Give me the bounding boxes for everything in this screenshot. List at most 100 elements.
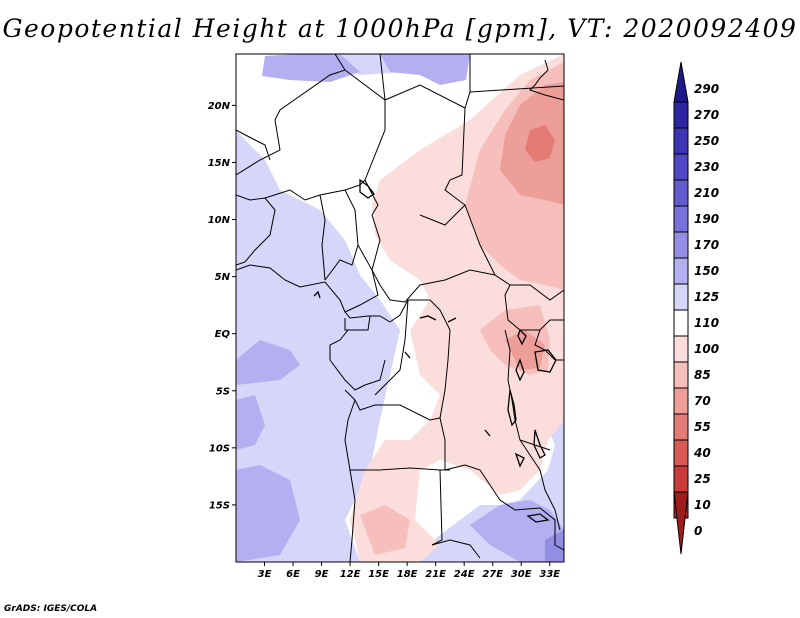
lake-malawi [533, 429, 546, 459]
lon-tick-label: 30E [511, 569, 532, 580]
river-congo-2 [447, 317, 457, 323]
border-malawi-moz [519, 439, 561, 531]
border-nigeria-cameroon [344, 244, 379, 313]
field-red-spot [525, 125, 555, 162]
lake-chad [359, 178, 375, 199]
chart-title: Geopotential Height at 1000hPa [gpm], VT… [2, 14, 798, 43]
colorbar-swatch [673, 231, 689, 259]
colorbar-swatch [673, 439, 689, 467]
lat-tick-label: 5S [216, 386, 230, 397]
lat-tick-label: 10S [209, 443, 230, 454]
lon-tick-label: 24E [454, 569, 475, 580]
lat-tick-label: 20N [208, 101, 231, 112]
field-white-kalahari [420, 470, 455, 505]
longitude-axis: 3E 6E 9E 12E 15E 18E 21E 24E 27E 30E 33E [258, 562, 560, 580]
lake-victoria [534, 349, 557, 373]
border-angola-drc [344, 389, 466, 471]
colorbar-swatch [673, 127, 689, 155]
border-algeria-north [300, 54, 346, 71]
colorbar-label: 10 [694, 498, 711, 512]
lon-tick-label: 18E [397, 569, 418, 580]
border-equatorial-guinea [344, 315, 371, 331]
colorbar-label: 25 [694, 472, 711, 486]
lake-cahora [526, 513, 550, 523]
colorbar-label: 70 [694, 394, 711, 408]
field-purple-gulf [236, 340, 300, 385]
colorbar-swatch [673, 387, 689, 415]
coastline-red-sea [529, 59, 564, 101]
border-car-drc [371, 214, 496, 303]
grads-credit: GrADS: IGES/COLA [4, 604, 98, 614]
lon-tick-label: 6E [286, 569, 300, 580]
colorbar-label: 0 [694, 524, 702, 538]
colorbar-label: 150 [694, 264, 719, 278]
colorbar-label: 270 [694, 108, 719, 122]
field-rose-east [505, 330, 545, 370]
colorbar-swatch [673, 465, 689, 493]
border-drc-interior [408, 299, 451, 419]
lat-tick-label: 15N [208, 158, 231, 169]
lon-tick-label: 12E [340, 569, 361, 580]
colorbar-label: 230 [694, 160, 719, 174]
border-west-africa-1 [236, 194, 276, 266]
colorbar-label: 190 [694, 212, 719, 226]
colorbar-swatch [673, 61, 689, 103]
colorbar-swatch [673, 309, 689, 337]
river-congo-1 [419, 315, 437, 321]
border-namibia-botswana [431, 469, 443, 546]
colorbar-swatch [673, 283, 689, 311]
border-gabon-congo [329, 329, 386, 391]
colorbar-swatch [673, 257, 689, 285]
border-togo-benin [319, 194, 326, 281]
lon-tick-label: 21E [425, 569, 446, 580]
colorbar-label: 40 [693, 446, 711, 460]
lat-tick-label: EQ [215, 329, 231, 340]
border-mali-niger-algeria [236, 69, 386, 181]
colorbar-label: 85 [694, 368, 711, 382]
lake-kivu [515, 358, 525, 382]
lake-mweru [484, 429, 491, 437]
colorbar: 2902702502302101901701501251101008570554… [673, 61, 719, 555]
border-nigeria [324, 189, 359, 281]
field-purple-west [236, 395, 265, 450]
lake-tanganyika [507, 389, 517, 427]
lat-tick-label: 15S [209, 500, 230, 511]
border-mauritania-mali [236, 129, 271, 161]
colorbar-swatch [673, 335, 689, 363]
colorbar-label: 290 [694, 82, 719, 96]
border-zambia-zimbabwe-moz [464, 464, 564, 551]
field-purple-southwest [236, 465, 300, 562]
river-congo-3 [404, 351, 411, 359]
colorbar-label: 210 [694, 186, 719, 200]
colorbar-swatch [673, 361, 689, 389]
colorbar-swatch [673, 179, 689, 207]
border-egypt-sudan [469, 85, 564, 93]
colorbar-swatch [673, 205, 689, 233]
lon-tick-label: 33E [539, 569, 560, 580]
map-frame [235, 53, 565, 563]
colorbar-label: 55 [694, 420, 711, 434]
border-drc-east-lakes [504, 329, 551, 451]
field-violet-southeast [545, 530, 564, 562]
lon-tick-label: 3E [258, 569, 272, 580]
colorbar-label: 100 [694, 342, 719, 356]
lon-tick-label: 15E [368, 569, 389, 580]
colorbar-swatch [673, 413, 689, 441]
colorbar-swatch [673, 153, 689, 181]
colorbar-label: 125 [694, 290, 719, 304]
lon-tick-label: 9E [315, 569, 329, 580]
field-purple-southeast [470, 500, 564, 562]
lon-tick-label: 27E [482, 569, 503, 580]
field-salmon-south [360, 505, 410, 555]
border-chad-sudan [444, 107, 564, 301]
political-borders [236, 54, 564, 562]
lat-tick-label: 5N [215, 272, 231, 283]
latitude-axis: 20N 15N 10N 5N EQ 5S 10S 15S [208, 101, 236, 511]
border-chad-car [419, 204, 466, 226]
border-libya-algeria [379, 54, 386, 101]
field-purple-north [262, 54, 360, 82]
colorbar-label: 250 [694, 134, 719, 148]
lakes [313, 178, 557, 523]
lake-kariba [514, 452, 525, 468]
colorbar-label: 170 [694, 238, 719, 252]
